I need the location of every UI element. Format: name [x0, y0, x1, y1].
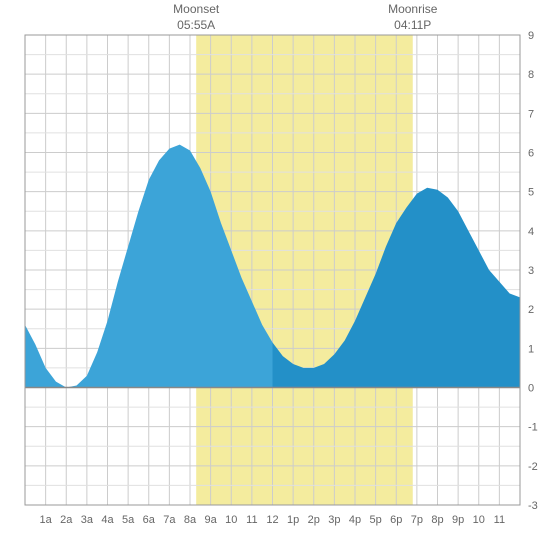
- svg-text:2a: 2a: [60, 514, 73, 526]
- svg-text:-3: -3: [528, 500, 538, 512]
- svg-text:4a: 4a: [101, 514, 114, 526]
- chart-svg: -3-2-101234567891a2a3a4a5a6a7a8a9a101112…: [0, 0, 550, 550]
- svg-text:1a: 1a: [40, 514, 53, 526]
- svg-text:9a: 9a: [205, 514, 218, 526]
- svg-text:0: 0: [528, 383, 534, 395]
- svg-text:8p: 8p: [431, 514, 443, 526]
- svg-text:6: 6: [528, 148, 534, 160]
- moonset-label: Moonset 05:55A: [173, 2, 219, 33]
- svg-text:7: 7: [528, 108, 534, 120]
- svg-text:6p: 6p: [390, 514, 402, 526]
- svg-text:3a: 3a: [81, 514, 94, 526]
- svg-text:1p: 1p: [287, 514, 299, 526]
- svg-text:10: 10: [225, 514, 237, 526]
- svg-text:8a: 8a: [184, 514, 197, 526]
- svg-text:2p: 2p: [308, 514, 320, 526]
- tide-chart: Moonset 05:55A Moonrise 04:11P -3-2-1012…: [0, 0, 550, 550]
- svg-text:11: 11: [494, 514, 505, 526]
- svg-text:7a: 7a: [163, 514, 176, 526]
- svg-text:4p: 4p: [349, 514, 361, 526]
- svg-text:12: 12: [266, 514, 278, 526]
- svg-text:-2: -2: [528, 461, 538, 473]
- svg-text:3: 3: [528, 265, 534, 277]
- svg-text:9: 9: [528, 30, 534, 42]
- moonset-title: Moonset: [173, 2, 219, 18]
- moonrise-title: Moonrise: [388, 2, 437, 18]
- svg-text:-1: -1: [528, 422, 538, 434]
- svg-text:5: 5: [528, 187, 534, 199]
- svg-text:11: 11: [246, 514, 257, 526]
- svg-text:8: 8: [528, 69, 534, 81]
- moonrise-time: 04:11P: [388, 18, 437, 34]
- moonrise-label: Moonrise 04:11P: [388, 2, 437, 33]
- svg-text:5a: 5a: [122, 514, 135, 526]
- svg-text:7p: 7p: [411, 514, 423, 526]
- svg-text:5p: 5p: [370, 514, 382, 526]
- svg-text:4: 4: [528, 226, 534, 238]
- svg-text:9p: 9p: [452, 514, 464, 526]
- moonset-time: 05:55A: [173, 18, 219, 34]
- svg-text:6a: 6a: [143, 514, 156, 526]
- svg-text:2: 2: [528, 304, 534, 316]
- svg-text:10: 10: [473, 514, 485, 526]
- svg-text:1: 1: [528, 343, 534, 355]
- svg-text:3p: 3p: [328, 514, 340, 526]
